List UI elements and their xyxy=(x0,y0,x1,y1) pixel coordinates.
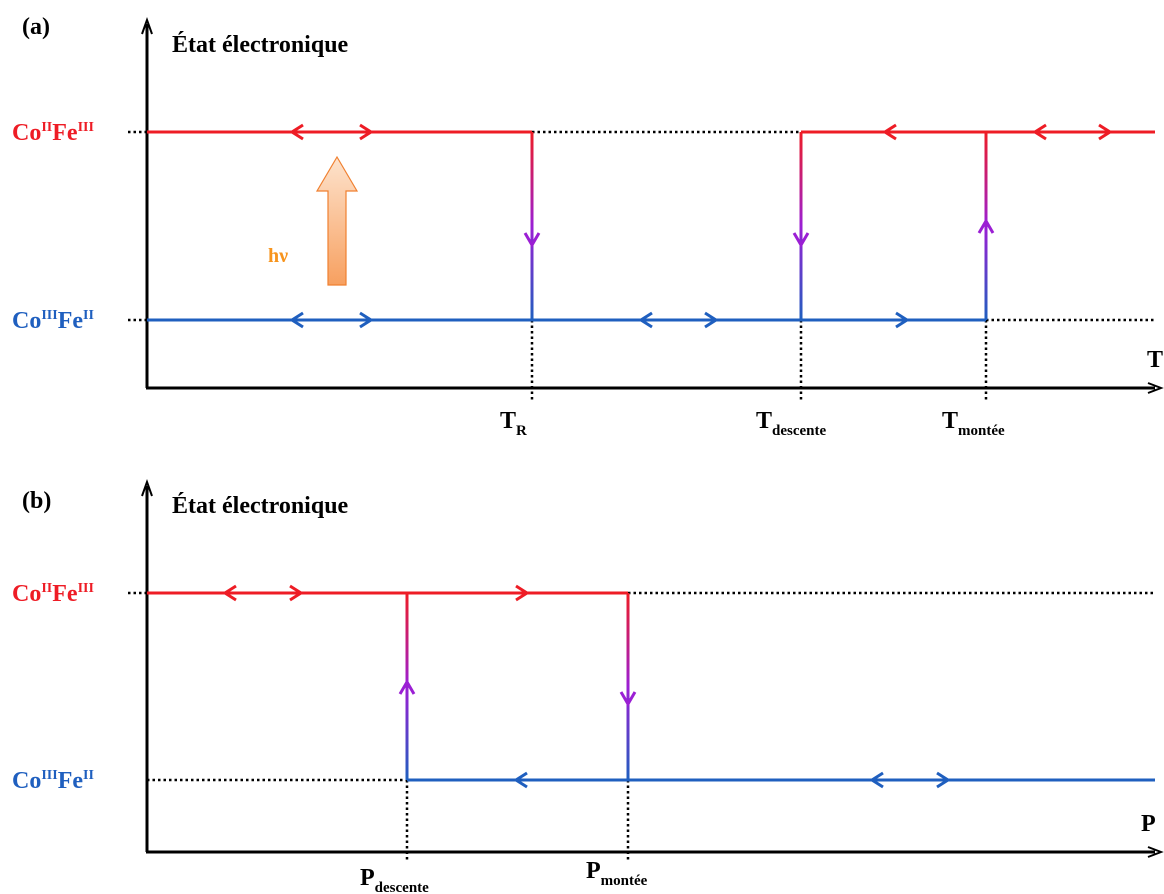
panel-a-y-arrowhead xyxy=(141,17,153,35)
panel-b-level-high-label: CoIIFeIII xyxy=(12,581,94,607)
panel-a-tick-TR: TR xyxy=(500,408,527,439)
panel-a-hv-label: hν xyxy=(268,245,288,267)
panel-a-tick-T-descente: Tdescente xyxy=(756,408,827,439)
panel-b: (b) État électronique P CoIIFeIII CoIIIF… xyxy=(12,479,1164,894)
panel-b-low-state xyxy=(407,771,1155,789)
panel-b-high-state xyxy=(147,584,628,602)
panel-a-hv-arrow xyxy=(315,155,359,286)
panel-a-tick-T-montee: Tmontée xyxy=(942,408,1005,439)
panel-b-transitions xyxy=(398,593,637,780)
panel-b-dotted-guides xyxy=(128,591,1155,862)
panel-a-transitions xyxy=(523,132,995,320)
panel-b-axes xyxy=(145,486,1155,854)
panel-a-high-state xyxy=(147,123,1155,141)
panel-a-level-low-label: CoIIIFeII xyxy=(12,308,94,334)
panel-b-y-axis-title: État électronique xyxy=(172,493,349,519)
panel-b-x-axis-letter: P xyxy=(1141,811,1156,837)
panel-a-low-state xyxy=(147,311,986,329)
panel-a-level-high-label: CoIIFeIII xyxy=(12,120,94,146)
panel-b-level-low-label: CoIIIFeII xyxy=(12,768,94,794)
panel-b-x-arrowhead xyxy=(1147,846,1164,858)
panel-b-tick-P-montee: Pmontée xyxy=(586,858,648,889)
panel-a-label: (a) xyxy=(22,14,50,40)
panel-b-label: (b) xyxy=(22,488,51,514)
panel-b-tick-P-descente: Pdescente xyxy=(360,865,429,894)
panel-a-y-axis-title: État électronique xyxy=(172,32,349,58)
panel-b-y-arrowhead xyxy=(141,479,153,497)
panel-a-x-arrowhead xyxy=(1147,382,1164,394)
panel-a-x-axis-letter: T xyxy=(1147,347,1163,373)
panel-a-axes xyxy=(145,24,1155,390)
panel-a: (a) État électronique T CoIIFeIII CoIIIF… xyxy=(12,14,1164,439)
panel-a-dotted-guides xyxy=(128,130,1155,400)
